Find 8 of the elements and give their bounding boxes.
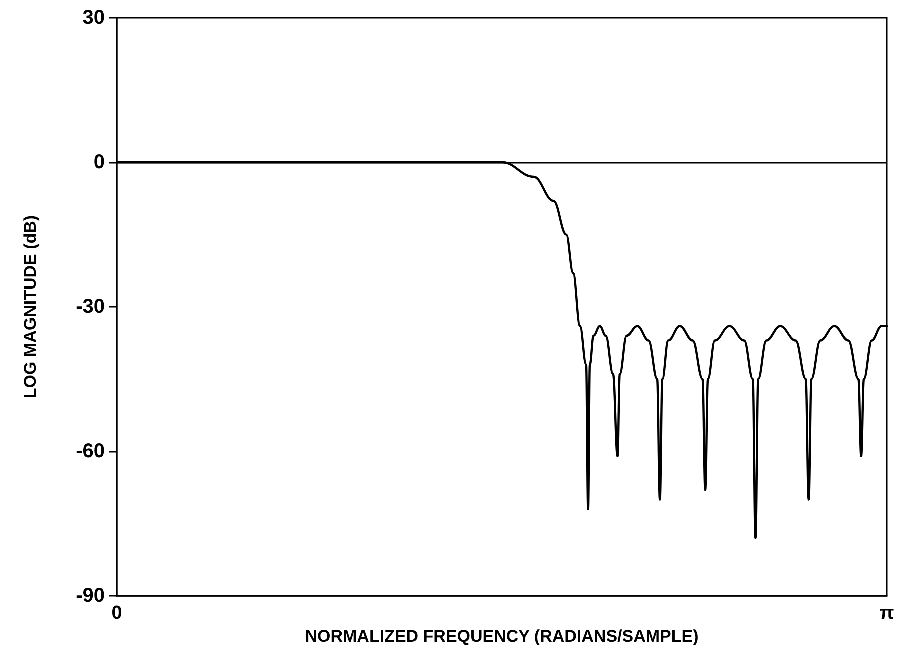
y-tick-label: -30 — [76, 296, 105, 318]
x-tick-label: π — [880, 603, 895, 624]
y-tick-label: -60 — [76, 440, 105, 463]
x-axis-title: NORMALIZED FREQUENCY (RADIANS/SAMPLE) — [305, 627, 699, 646]
y-axis-title: LOG MAGNITUDE (dB) — [21, 215, 40, 399]
y-tick-label: 0 — [94, 152, 105, 174]
y-tick-label: 30 — [82, 7, 105, 29]
y-tick-label: -90 — [76, 585, 105, 608]
